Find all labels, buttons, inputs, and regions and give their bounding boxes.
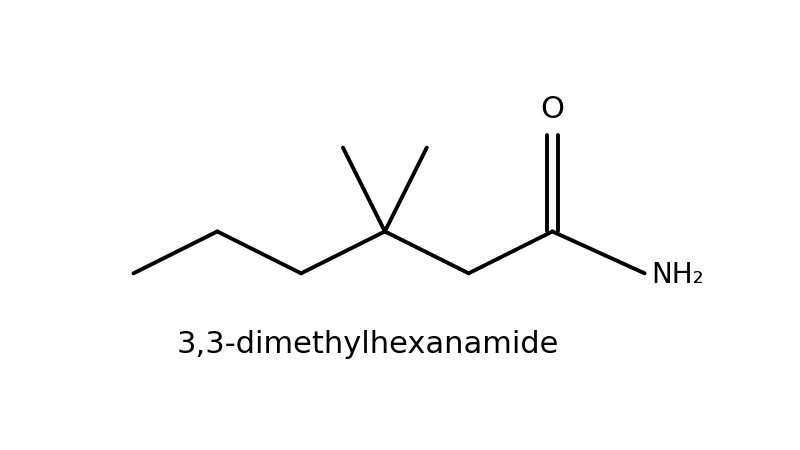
Text: O: O	[541, 95, 565, 124]
Text: NH₂: NH₂	[651, 261, 704, 289]
Text: 3,3-dimethylhexanamide: 3,3-dimethylhexanamide	[177, 330, 559, 359]
